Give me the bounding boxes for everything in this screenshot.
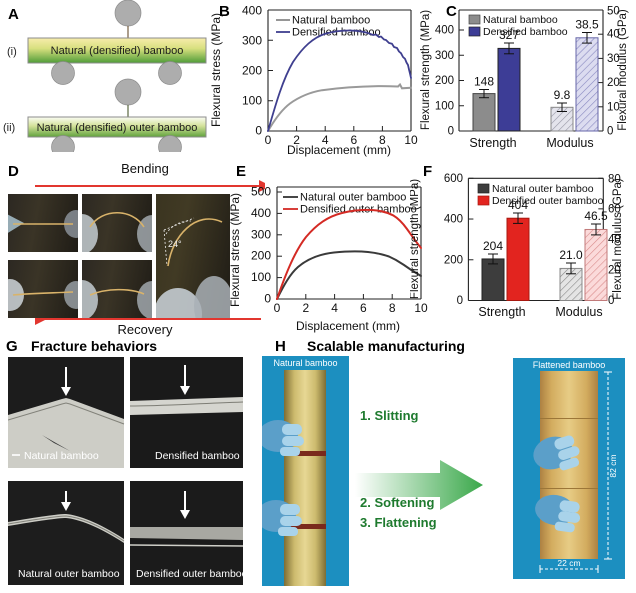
svg-text:100: 100 — [242, 94, 262, 108]
svg-text:200: 200 — [242, 64, 262, 78]
svg-text:0: 0 — [457, 295, 463, 307]
svg-text:22 cm: 22 cm — [557, 558, 580, 568]
svg-text:200: 200 — [444, 254, 463, 266]
svg-text:200: 200 — [251, 249, 271, 263]
svg-text:10: 10 — [404, 133, 418, 147]
svg-text:0: 0 — [255, 124, 262, 138]
svg-text:Natural bamboo: Natural bamboo — [24, 450, 99, 462]
svg-text:24°: 24° — [168, 239, 182, 249]
svg-text:Densified outer bamboo: Densified outer bamboo — [136, 568, 244, 580]
svg-text:Natural (densified) bamboo: Natural (densified) bamboo — [51, 45, 184, 57]
svg-text:400: 400 — [242, 4, 262, 18]
svg-text:9.8: 9.8 — [554, 88, 571, 102]
svg-text:148: 148 — [474, 75, 494, 89]
svg-text:Strength: Strength — [478, 305, 525, 319]
svg-text:400: 400 — [435, 25, 454, 37]
svg-text:82 cm: 82 cm — [608, 454, 618, 477]
svg-text:0: 0 — [448, 126, 454, 138]
svg-text:200: 200 — [435, 75, 454, 87]
svg-text:Modulus: Modulus — [546, 136, 593, 150]
svg-text:Flexural modulus (GPa): Flexural modulus (GPa) — [617, 9, 629, 131]
svg-text:Bending: Bending — [121, 161, 169, 176]
svg-text:204: 204 — [483, 239, 503, 253]
svg-text:300: 300 — [242, 34, 262, 48]
svg-text:400: 400 — [444, 214, 463, 226]
svg-text:Densified bamboo: Densified bamboo — [155, 450, 240, 462]
svg-text:Natural outer bamboo: Natural outer bamboo — [18, 568, 120, 580]
svg-text:500: 500 — [251, 185, 271, 199]
svg-text:Natural outer bamboo: Natural outer bamboo — [492, 183, 594, 195]
svg-text:Densified outer bamboo: Densified outer bamboo — [492, 195, 604, 207]
svg-text:Natural bamboo: Natural bamboo — [292, 15, 370, 27]
svg-text:6: 6 — [360, 301, 367, 315]
svg-text:Modulus: Modulus — [555, 305, 602, 319]
svg-text:Natural outer bamboo: Natural outer bamboo — [300, 192, 406, 204]
svg-text:Natural (densified) outer bamb: Natural (densified) outer bamboo — [37, 122, 198, 134]
svg-text:100: 100 — [251, 270, 271, 284]
svg-text:0: 0 — [264, 292, 271, 306]
svg-text:0: 0 — [274, 301, 281, 315]
svg-text:400: 400 — [251, 206, 271, 220]
svg-text:0: 0 — [265, 133, 272, 147]
svg-text:Recovery: Recovery — [118, 322, 173, 337]
svg-text:Strength: Strength — [469, 136, 516, 150]
svg-text:Flexural strength (MPa): Flexural strength (MPa) — [410, 179, 421, 299]
svg-text:Displacement (mm): Displacement (mm) — [287, 143, 391, 157]
svg-text:300: 300 — [435, 50, 454, 62]
svg-text:21.0: 21.0 — [559, 248, 583, 262]
svg-text:Flexural modulus (GPa): Flexural modulus (GPa) — [612, 178, 624, 300]
svg-text:(i): (i) — [7, 46, 17, 58]
svg-text:(ii): (ii) — [3, 122, 15, 134]
svg-text:Flexural stress (MPa): Flexural stress (MPa) — [210, 13, 223, 127]
svg-text:600: 600 — [444, 173, 463, 185]
svg-text:Flexural strength (MPa): Flexural strength (MPa) — [420, 10, 432, 130]
svg-text:2: 2 — [302, 301, 309, 315]
svg-text:Densified bamboo: Densified bamboo — [483, 26, 568, 38]
svg-text:38.5: 38.5 — [575, 18, 599, 32]
svg-text:Displacement (mm): Displacement (mm) — [296, 319, 400, 333]
svg-text:0: 0 — [607, 126, 613, 138]
svg-text:Flexural stress (MPa): Flexural stress (MPa) — [230, 193, 242, 307]
svg-text:300: 300 — [251, 227, 271, 241]
svg-text:4: 4 — [331, 301, 338, 315]
svg-text:Natural bamboo: Natural bamboo — [483, 14, 558, 26]
svg-text:8: 8 — [389, 301, 396, 315]
svg-text:46.5: 46.5 — [584, 209, 608, 223]
svg-text:100: 100 — [435, 100, 454, 112]
